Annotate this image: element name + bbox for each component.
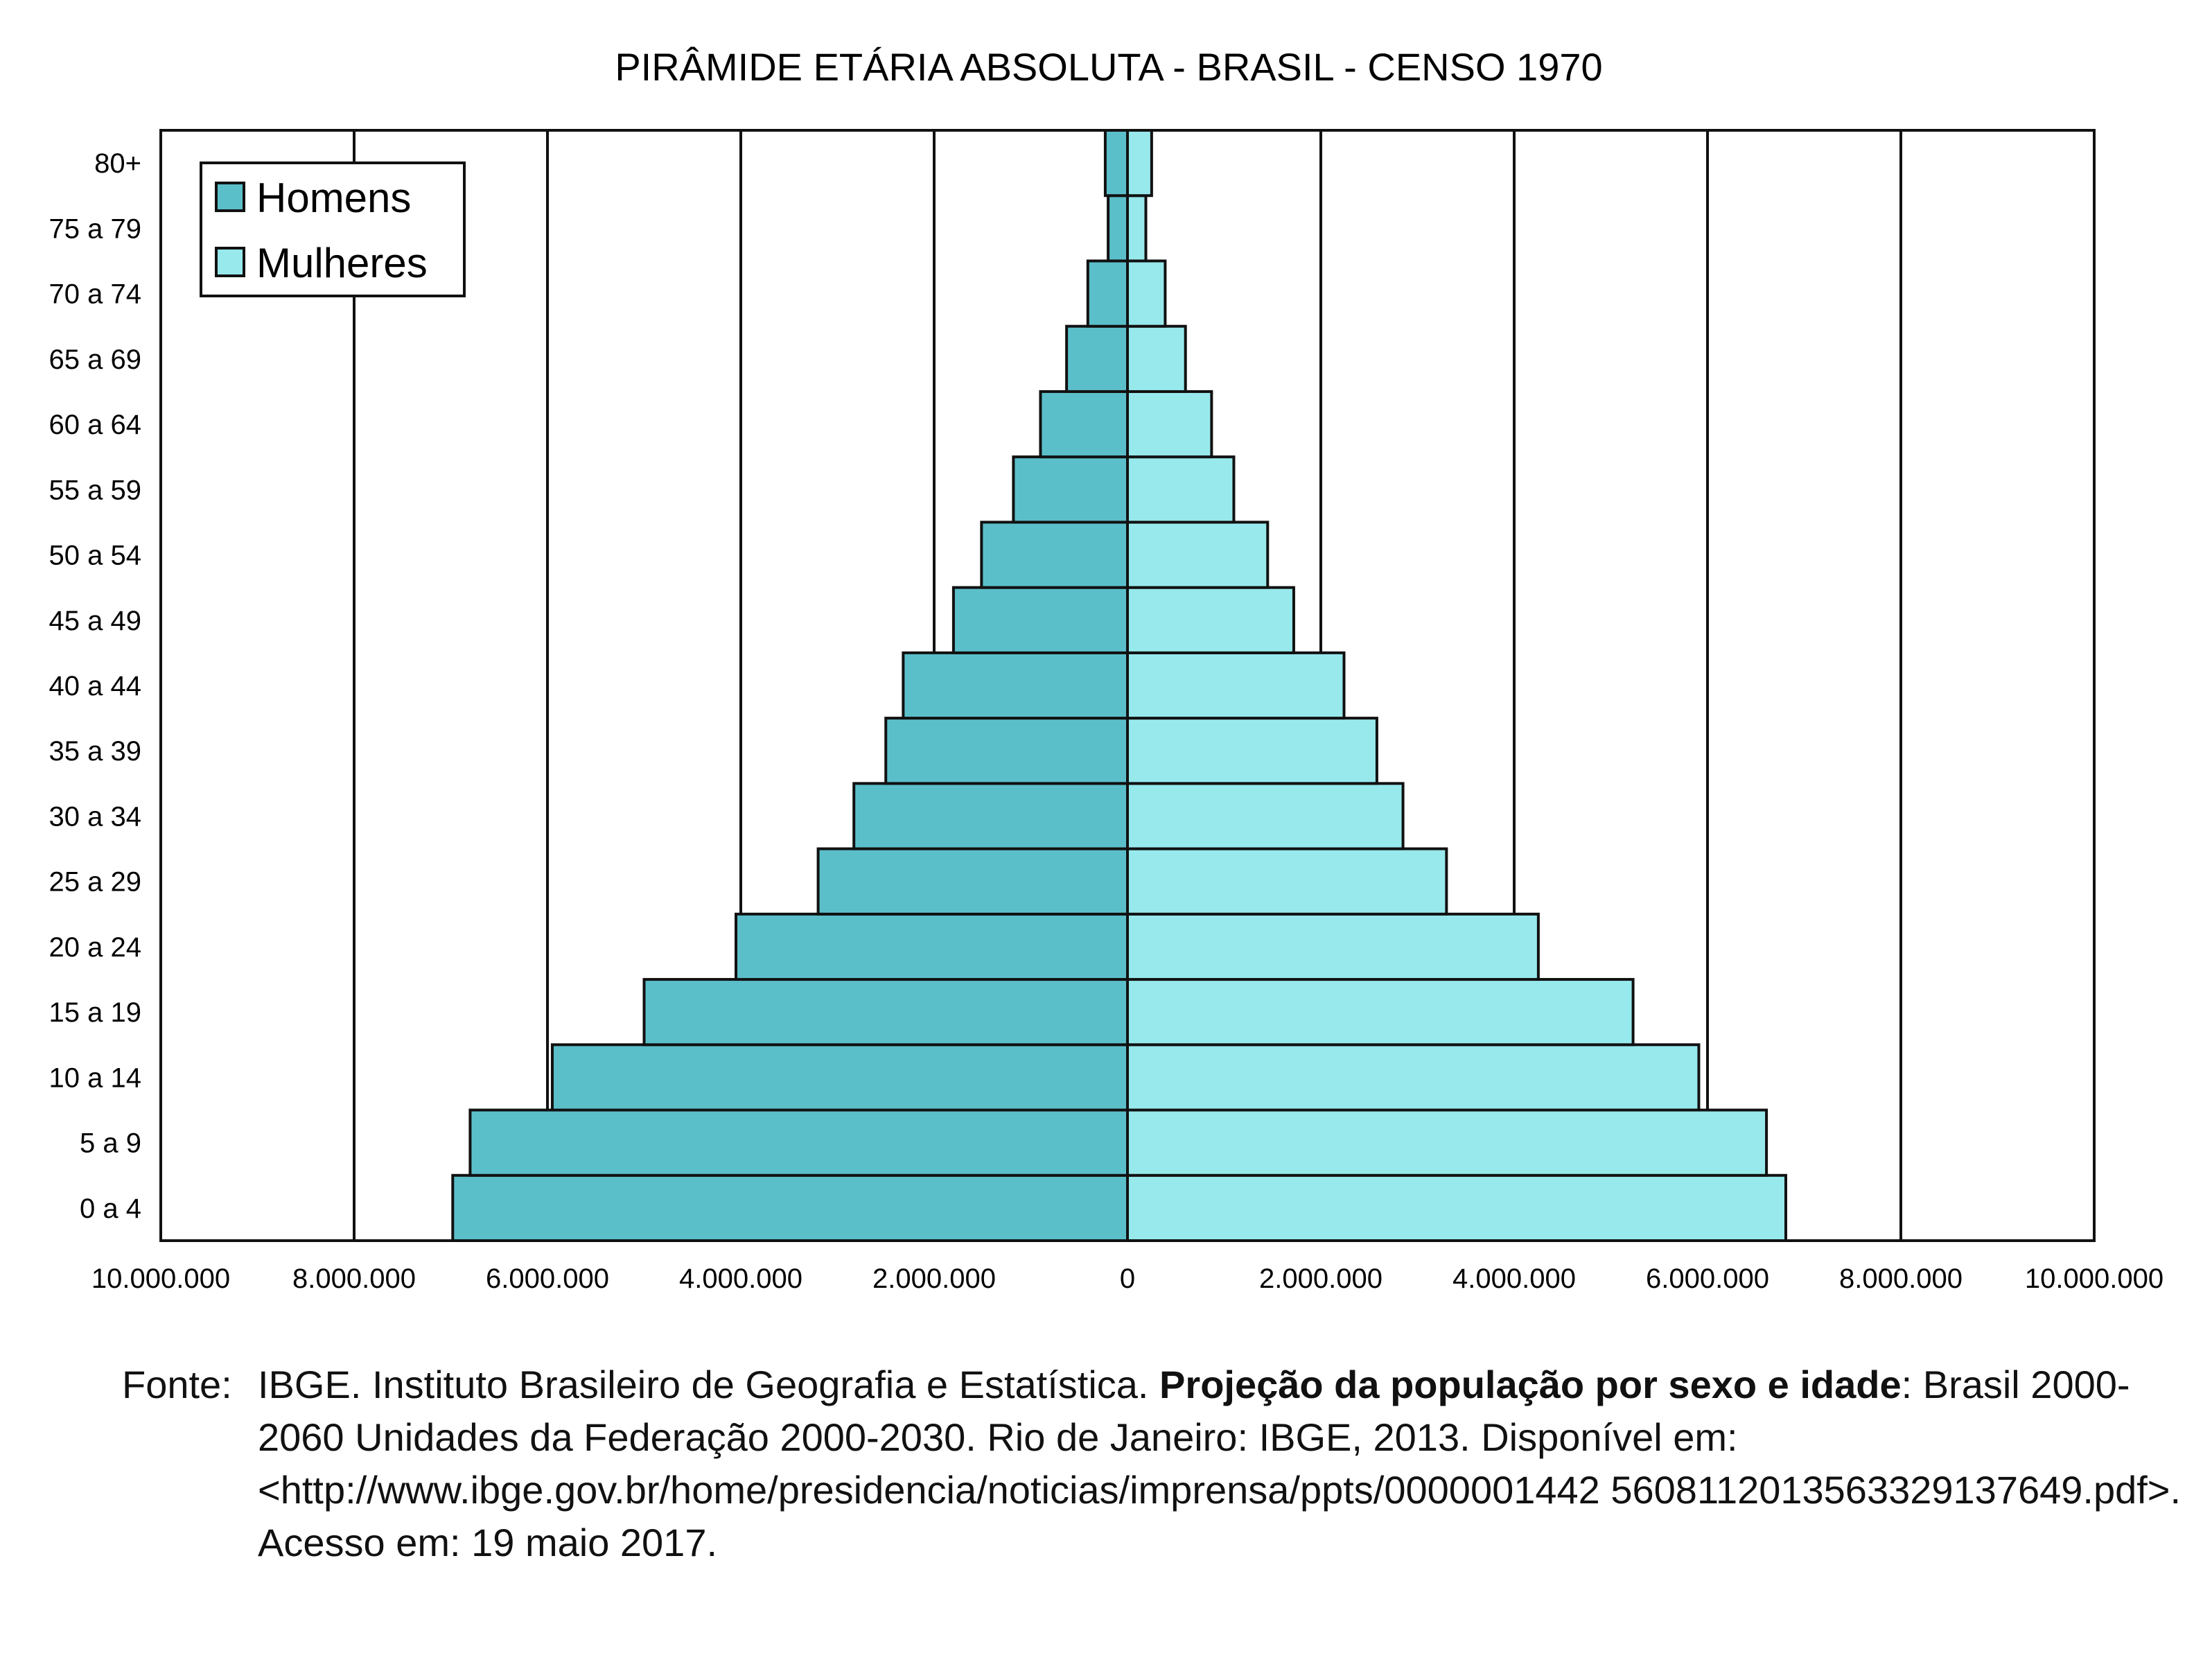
bar-homens [642,978,1129,1047]
bar-homens [884,717,1129,785]
x-tick-label: 10.000.000 [91,1264,230,1294]
legend-label-homens: Homens [256,175,411,221]
chart-title: PIRÂMIDE ETÁRIA ABSOLUTA - BRASIL - CENS… [615,45,1602,89]
x-tick-label: 2.000.000 [872,1264,996,1294]
x-axis-tick-labels: 10.000.000 8.000.000 6.000.000 4.000.000 2.0… [91,1264,2163,1294]
x-tick-label: 8.000.000 [1839,1264,1963,1294]
bar-homens [451,1173,1129,1242]
x-tick-label: 6.000.000 [1646,1264,1769,1294]
source-title-bold: Projeção da população por sexo e idade [1159,1363,1902,1406]
x-tick-label: 4.000.000 [679,1264,802,1294]
source-text-end: : Brasil 2000-2060 Unidades da Federação… [258,1363,2190,1564]
source-text: IBGE. Instituto Brasileiro de Geografia … [258,1358,2198,1569]
bar-mulheres [1126,521,1270,589]
bar-mulheres [1126,847,1448,916]
bar-mulheres [1126,455,1236,524]
x-tick-label: 8.000.000 [292,1264,416,1294]
bar-homens [550,1043,1129,1112]
age-group-label: 15 a 19 [49,997,141,1028]
bar-mulheres [1126,259,1167,328]
x-tick-label: 4.000.000 [1452,1264,1576,1294]
bar-homens [951,586,1130,654]
bar-homens [980,521,1129,589]
age-group-label: 40 a 44 [49,671,141,701]
legend-swatch-mulheres [215,247,245,277]
bar-homens [1107,194,1129,263]
x-tick-label: 2.000.000 [1259,1264,1382,1294]
age-group-label: 75 a 79 [49,213,141,244]
bar-mulheres [1126,717,1378,785]
bar-homens [816,847,1129,916]
bars [451,129,1787,1242]
x-tick-label: 6.000.000 [486,1264,609,1294]
bar-mulheres [1126,1108,1768,1177]
age-group-label: 20 a 24 [49,932,141,963]
bar-homens [852,782,1129,850]
bar-mulheres [1126,1173,1787,1242]
bar-mulheres [1126,129,1153,198]
bar-homens [1039,390,1129,459]
bar-homens [1065,324,1129,393]
bar-mulheres [1126,782,1405,850]
bar-mulheres [1126,912,1540,981]
age-group-label: 45 a 49 [49,606,141,636]
age-group-label: 65 a 69 [49,344,141,375]
age-group-label: 50 a 54 [49,541,141,571]
age-group-label: 60 a 64 [49,410,141,440]
bar-homens [1086,259,1130,328]
bar-homens [735,912,1129,981]
x-tick-label: 0 [1120,1264,1135,1294]
grid-lines [353,130,1902,1241]
bar-homens [902,651,1129,720]
age-group-label: 80+ [94,148,141,179]
bar-homens [1103,129,1130,198]
legend: Homens Mulheres [200,161,466,297]
age-group-label: 0 a 4 [80,1194,141,1224]
bar-mulheres [1126,651,1346,720]
age-group-label: 25 a 29 [49,867,141,898]
bar-homens [468,1108,1129,1177]
bar-mulheres [1126,324,1187,393]
age-group-label: 30 a 34 [49,801,141,832]
source-text-start: IBGE. Instituto Brasileiro de Geografia … [258,1363,1160,1406]
age-group-label: 70 a 74 [49,279,141,310]
x-tick-label: 10.000.000 [2025,1264,2163,1294]
age-group-label: 5 a 9 [80,1128,141,1159]
bar-mulheres [1126,586,1295,654]
legend-label-mulheres: Mulheres [256,240,428,286]
age-group-label: 10 a 14 [49,1063,141,1093]
bar-mulheres [1126,390,1213,459]
source-label: Fonte: [122,1363,232,1406]
age-group-label: 55 a 59 [49,475,141,505]
bar-mulheres [1126,978,1635,1047]
bar-mulheres [1126,194,1148,263]
age-group-label: 35 a 39 [49,736,141,767]
legend-swatch-homens [215,182,245,212]
bar-homens [1012,455,1130,524]
age-group-labels: 0 a 4 5 a 9 10 a 14 15 a 19 20 a 24 25 a 29 30… [49,148,141,1224]
bar-mulheres [1126,1043,1701,1112]
